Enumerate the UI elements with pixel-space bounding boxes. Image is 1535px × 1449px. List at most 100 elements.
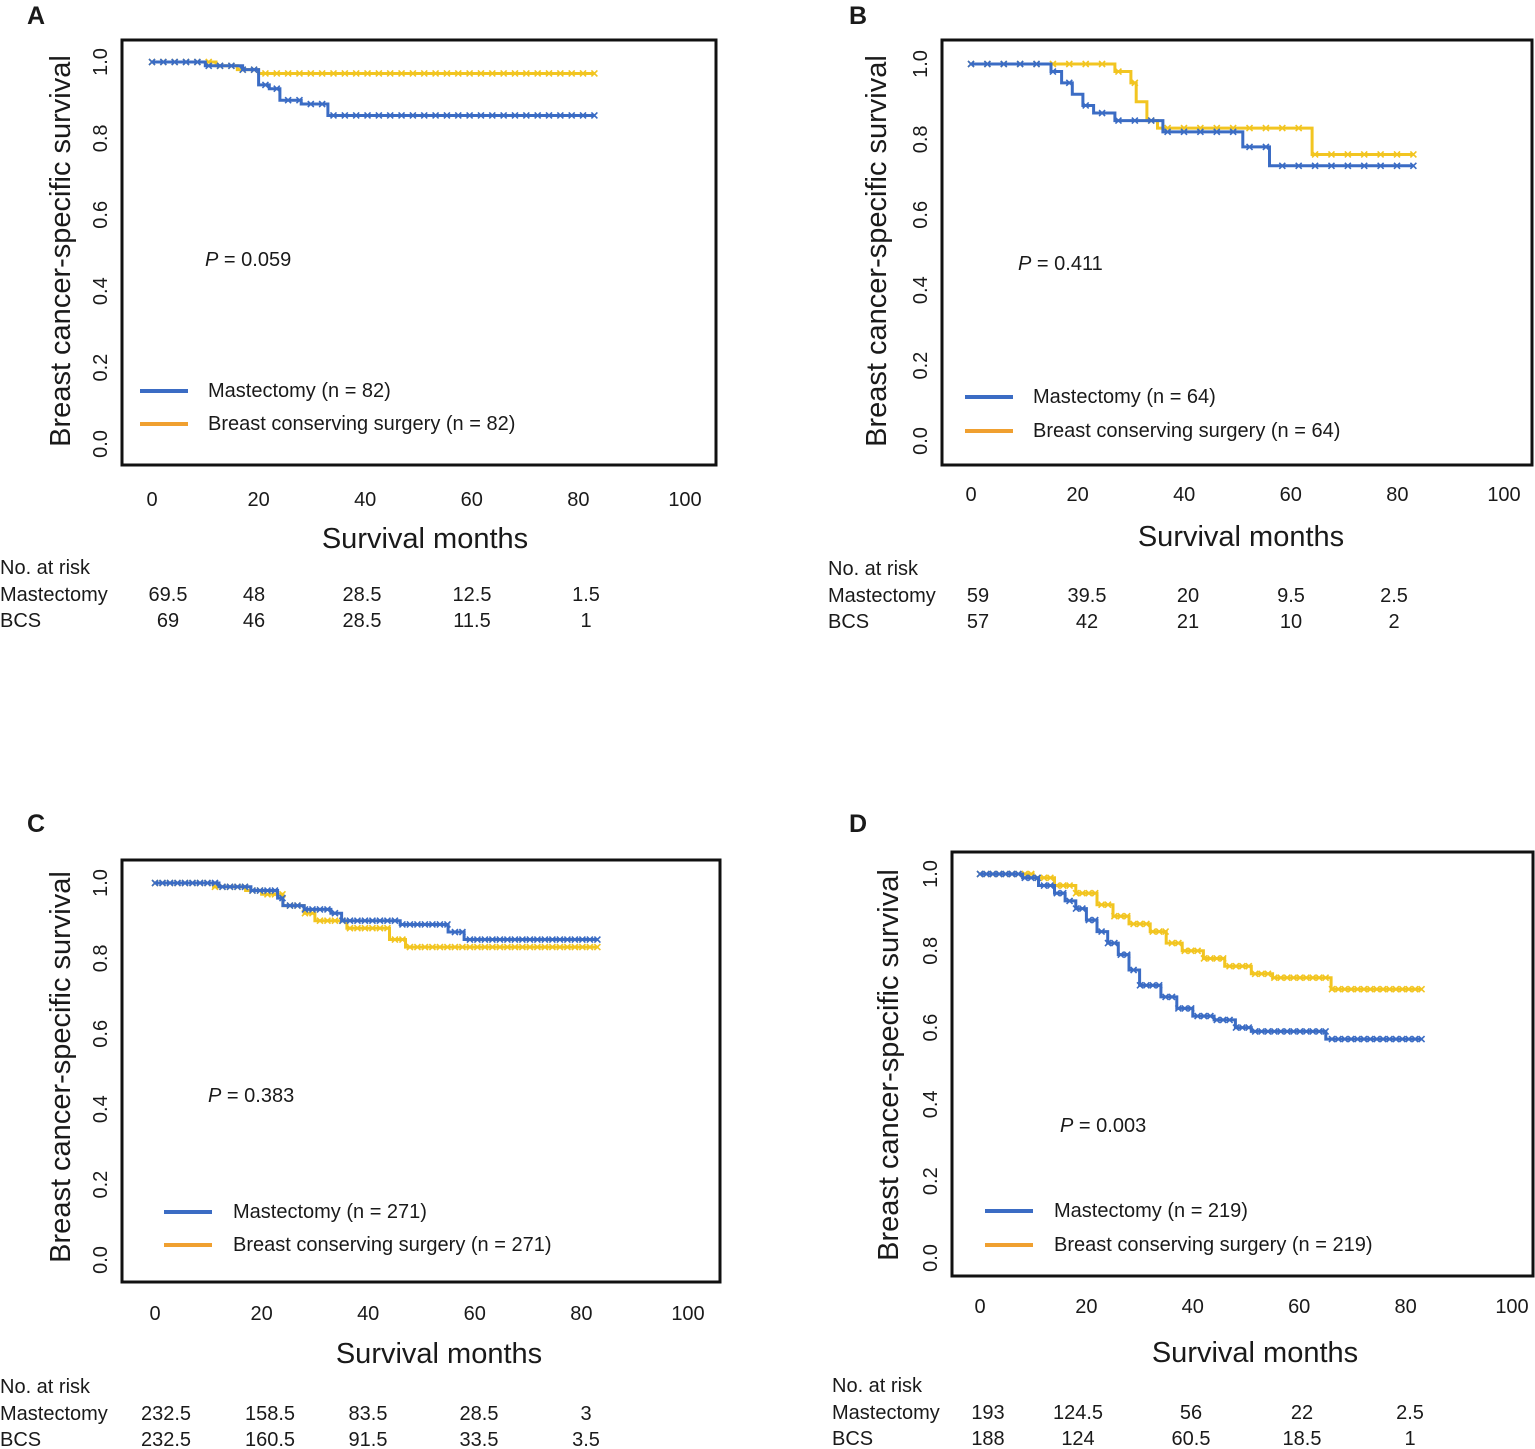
censor-mark bbox=[1142, 920, 1150, 928]
censor-mark bbox=[293, 902, 302, 910]
censor-mark bbox=[1034, 874, 1042, 882]
x-tick-label: 0 bbox=[149, 1303, 160, 1325]
censor-mark bbox=[368, 924, 377, 932]
p-symbol: P bbox=[1018, 253, 1032, 275]
censor-mark bbox=[329, 111, 338, 120]
censor-mark bbox=[233, 883, 242, 891]
censor-mark bbox=[1379, 985, 1387, 993]
censor-mark bbox=[1130, 920, 1138, 928]
censor-mark bbox=[1059, 889, 1067, 897]
censor-mark bbox=[1104, 939, 1112, 947]
censor-mark bbox=[473, 943, 481, 951]
censor-mark bbox=[563, 935, 571, 944]
censor-mark bbox=[593, 943, 601, 951]
censor-mark bbox=[541, 943, 549, 951]
censor-mark bbox=[1296, 974, 1304, 982]
censor-mark bbox=[522, 69, 530, 78]
censor-mark bbox=[284, 96, 292, 104]
censor-mark bbox=[182, 58, 190, 66]
y-axis-label: Breast cancer-specific survival bbox=[45, 55, 77, 447]
censor-mark bbox=[1114, 116, 1123, 125]
censor-mark bbox=[1162, 928, 1170, 936]
y-tick-label: 1.0 bbox=[90, 869, 112, 897]
censor-mark bbox=[511, 935, 519, 944]
censor-mark bbox=[341, 69, 349, 78]
risk-value: 160.5 bbox=[245, 1429, 295, 1449]
y-tick-label: 1.0 bbox=[90, 48, 112, 76]
censor-mark bbox=[1098, 60, 1106, 68]
censor-mark bbox=[983, 60, 991, 68]
censor-mark bbox=[1290, 1027, 1298, 1036]
censor-mark bbox=[1405, 985, 1413, 993]
censor-mark bbox=[1360, 1035, 1368, 1043]
censor-mark bbox=[1327, 162, 1336, 170]
p-symbol: P bbox=[1060, 1115, 1074, 1137]
y-tick-label: 0.0 bbox=[90, 430, 112, 458]
censor-mark bbox=[227, 62, 235, 70]
censor-mark bbox=[1360, 985, 1368, 993]
censor-mark bbox=[1296, 1027, 1304, 1036]
censor-mark bbox=[1409, 162, 1417, 170]
p-value: = 0.003 bbox=[1073, 1115, 1146, 1137]
censor-mark bbox=[1059, 881, 1067, 890]
panel-letter: A bbox=[27, 2, 45, 30]
censor-mark bbox=[226, 883, 234, 891]
censor-mark bbox=[1000, 60, 1008, 68]
censor-mark bbox=[1046, 874, 1054, 882]
risk-value: 28.5 bbox=[460, 1403, 499, 1425]
censor-mark bbox=[1147, 116, 1155, 125]
x-tick-label: 100 bbox=[671, 1303, 704, 1325]
risk-value: 2.5 bbox=[1380, 585, 1408, 607]
censor-mark bbox=[1322, 1027, 1330, 1036]
censor-mark bbox=[1072, 904, 1080, 913]
censor-mark bbox=[526, 935, 534, 944]
risk-value: 48 bbox=[243, 584, 265, 606]
panel-c: C Breast cancer-specific survival 0.0 0.2 0.… bbox=[0, 810, 722, 1449]
censor-mark bbox=[1002, 870, 1010, 878]
censor-mark bbox=[286, 902, 294, 910]
censor-mark bbox=[301, 905, 309, 913]
censor-mark bbox=[548, 943, 556, 951]
censor-mark bbox=[1245, 124, 1254, 132]
censor-mark bbox=[406, 943, 414, 951]
y-tick-label: 1.0 bbox=[920, 860, 942, 888]
censor-mark bbox=[451, 928, 459, 936]
censor-mark bbox=[1110, 912, 1118, 920]
y-tick-label: 0.6 bbox=[90, 1020, 112, 1048]
censor-mark bbox=[1354, 985, 1362, 993]
censor-mark bbox=[421, 920, 429, 929]
censor-mark bbox=[1194, 1012, 1202, 1020]
censor-mark bbox=[488, 111, 496, 120]
risk-value: 12.5 bbox=[453, 584, 492, 606]
censor-mark bbox=[1232, 962, 1240, 970]
censor-mark bbox=[148, 58, 156, 66]
censor-mark bbox=[1417, 1035, 1426, 1043]
censor-mark bbox=[1040, 881, 1048, 890]
censor-mark bbox=[295, 96, 304, 104]
censor-mark bbox=[967, 60, 975, 68]
censor-mark bbox=[1155, 981, 1163, 989]
censor-mark bbox=[383, 917, 392, 925]
censor-mark bbox=[1168, 939, 1176, 947]
risk-value: 188 bbox=[971, 1428, 1004, 1449]
censor-mark bbox=[443, 69, 451, 78]
censor-mark bbox=[375, 69, 383, 78]
censor-mark bbox=[1174, 939, 1182, 947]
censor-mark bbox=[1417, 985, 1426, 993]
censor-mark bbox=[1366, 1035, 1374, 1043]
censor-mark bbox=[1322, 974, 1330, 982]
censor-mark bbox=[193, 58, 201, 66]
censor-mark bbox=[1085, 889, 1093, 897]
censor-mark bbox=[1344, 162, 1352, 170]
censor-mark bbox=[1373, 1035, 1381, 1043]
censor-mark bbox=[1398, 985, 1406, 993]
censor-mark bbox=[1200, 954, 1208, 963]
censor-mark bbox=[466, 111, 474, 120]
censor-mark bbox=[1290, 974, 1298, 982]
p-symbol: P bbox=[208, 1085, 222, 1107]
censor-mark bbox=[563, 943, 571, 951]
censor-marks-mastectomy bbox=[148, 58, 598, 120]
x-tick-label: 60 bbox=[464, 1303, 486, 1325]
censor-mark bbox=[579, 111, 587, 120]
